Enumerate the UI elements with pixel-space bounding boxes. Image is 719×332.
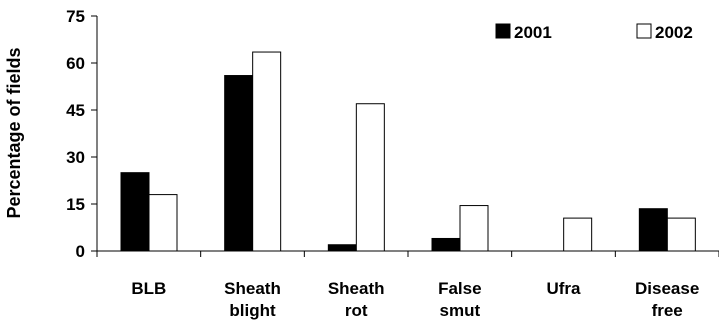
category-label: Ufra: [546, 279, 581, 298]
category-label-line: False: [438, 279, 481, 298]
category-label: BLB: [131, 279, 166, 298]
category-label: Disease free: [635, 279, 699, 320]
legend-label-2001: 2001: [514, 23, 552, 42]
plot-area: 0 15 30 45 60 75 BLB Sheath blight Sheath rot False…: [66, 7, 719, 320]
category-label-line: free: [652, 301, 683, 320]
category-label: Sheath blight: [224, 279, 281, 320]
category-label-line: Sheath: [328, 279, 385, 298]
bar-2001-5: [638, 208, 668, 252]
bar-2001-2: [327, 244, 357, 252]
bar-2002-5: [666, 217, 696, 252]
bar-2001-1: [224, 75, 254, 252]
category-label: Sheath rot: [328, 279, 385, 320]
bar-2002-0: [148, 194, 178, 252]
category-label-line: blight: [229, 301, 276, 320]
category-label-line: Sheath: [224, 279, 281, 298]
bar-2002-3: [459, 205, 489, 252]
legend-label-2002: 2002: [655, 23, 693, 42]
y-tick-label: 75: [66, 7, 85, 26]
category-label-line: BLB: [131, 279, 166, 298]
y-tick-label: 30: [66, 148, 85, 167]
legend-swatch-2002: [636, 23, 652, 39]
category-label-line: Ufra: [546, 279, 581, 298]
category-label-line: smut: [440, 301, 481, 320]
y-tick-label: 15: [66, 195, 85, 214]
bar-2002-1: [252, 51, 282, 252]
y-tick-label: 0: [76, 242, 85, 261]
bar-2001-0: [120, 172, 150, 252]
category-label: False smut: [438, 279, 481, 320]
legend-swatch-2001: [495, 23, 511, 39]
category-label-line: Disease: [635, 279, 699, 298]
y-tick-label: 45: [66, 101, 85, 120]
y-tick-label: 60: [66, 54, 85, 73]
bar-2002-4: [563, 217, 593, 252]
y-axis-label: Percentage of fields: [4, 47, 24, 218]
category-label-line: rot: [345, 301, 368, 320]
bar-2002-2: [355, 103, 385, 252]
bar-2001-3: [431, 237, 461, 252]
